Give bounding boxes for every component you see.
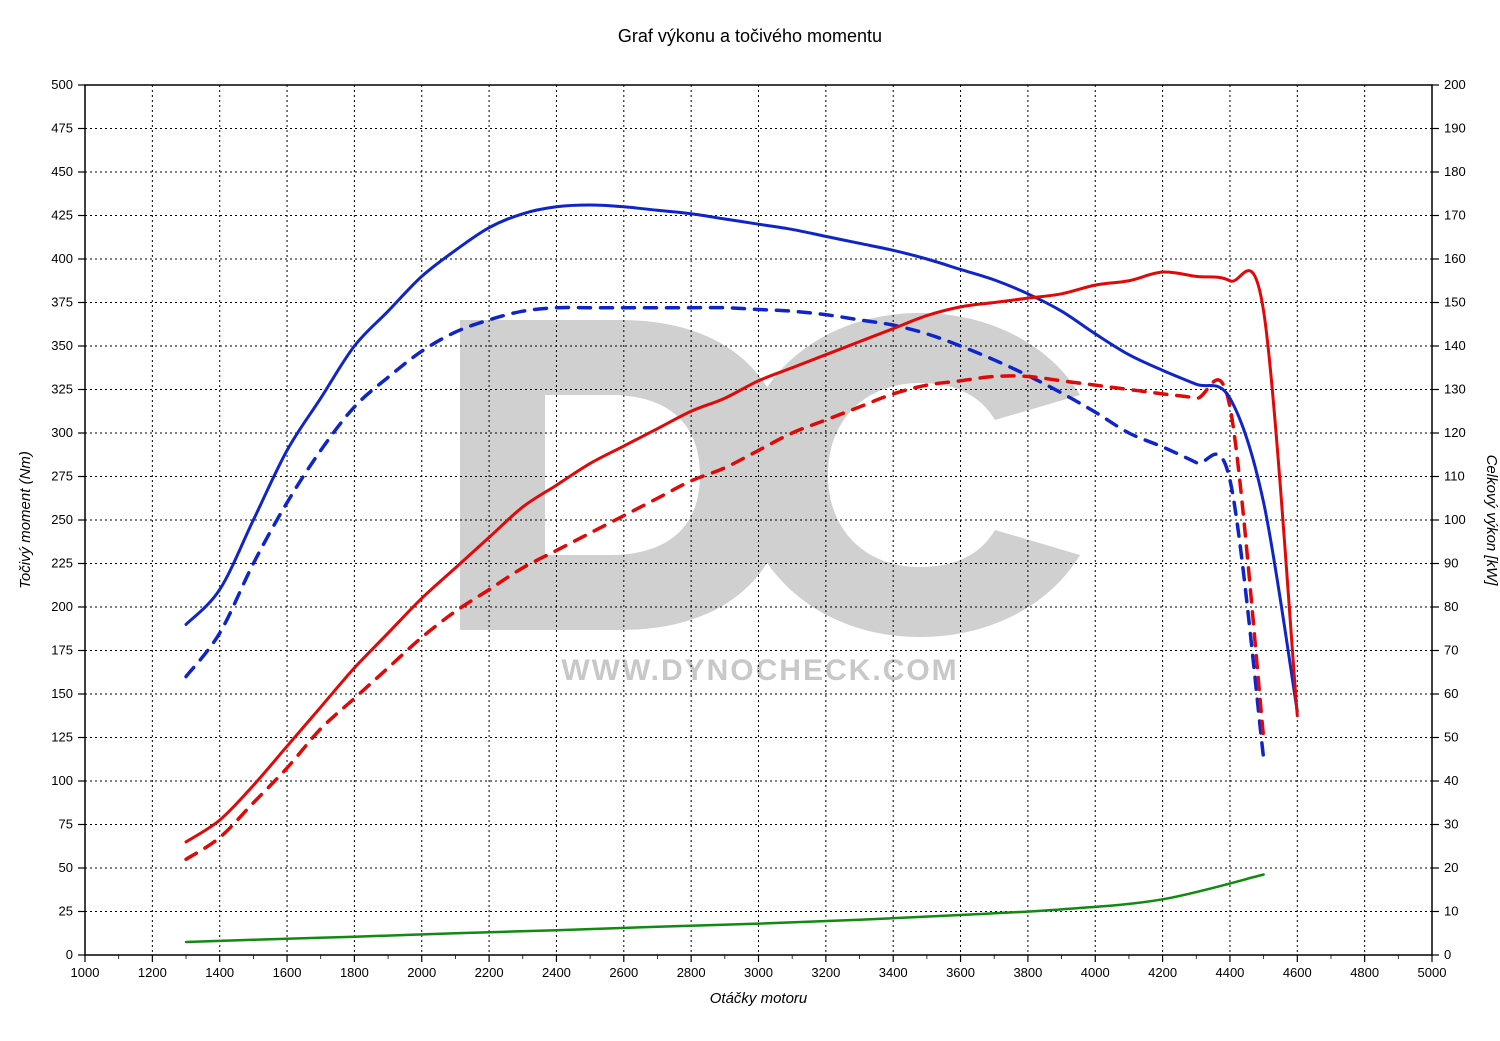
y-right-tick-label: 190 (1444, 121, 1466, 136)
x-tick-label: 5000 (1418, 965, 1447, 980)
y-right-tick-label: 70 (1444, 643, 1458, 658)
y-right-tick-label: 120 (1444, 425, 1466, 440)
x-tick-label: 3400 (879, 965, 908, 980)
x-tick-label: 4200 (1148, 965, 1177, 980)
x-tick-label: 2000 (407, 965, 436, 980)
x-tick-label: 4000 (1081, 965, 1110, 980)
y-right-tick-label: 10 (1444, 904, 1458, 919)
x-tick-label: 4600 (1283, 965, 1312, 980)
y-left-tick-label: 450 (51, 164, 73, 179)
y-right-tick-label: 140 (1444, 338, 1466, 353)
dyno-chart: Graf výkonu a točivého momentu WWW.DYNOCH… (0, 0, 1500, 1041)
x-tick-label: 2800 (677, 965, 706, 980)
y-right-tick-label: 180 (1444, 164, 1466, 179)
x-tick-label: 4400 (1215, 965, 1244, 980)
y-right-tick-label: 200 (1444, 77, 1466, 92)
y-right-tick-label: 90 (1444, 556, 1458, 571)
y-right-tick-label: 100 (1444, 512, 1466, 527)
y-left-tick-label: 100 (51, 773, 73, 788)
chart-title: Graf výkonu a točivého momentu (618, 26, 882, 46)
x-axis-title: Otáčky motoru (710, 990, 808, 1007)
y-left-tick-label: 25 (59, 904, 73, 919)
y-left-tick-label: 400 (51, 251, 73, 266)
svg-text:WWW.DYNOCHECK.COM: WWW.DYNOCHECK.COM (561, 654, 958, 687)
x-tick-label: 1400 (205, 965, 234, 980)
y-left-tick-label: 425 (51, 208, 73, 223)
y-right-tick-label: 80 (1444, 599, 1458, 614)
x-tick-label: 4800 (1350, 965, 1379, 980)
y-left-tick-label: 175 (51, 643, 73, 658)
y-right-tick-label: 130 (1444, 382, 1466, 397)
series-difference (186, 875, 1264, 942)
x-tick-label: 2200 (475, 965, 504, 980)
x-tick-label: 2600 (609, 965, 638, 980)
x-tick-label: 1600 (273, 965, 302, 980)
x-tick-label: 3600 (946, 965, 975, 980)
y-right-tick-label: 20 (1444, 860, 1458, 875)
y-left-tick-label: 150 (51, 686, 73, 701)
x-tick-label: 1000 (71, 965, 100, 980)
y-left-tick-label: 350 (51, 338, 73, 353)
y-left-tick-label: 50 (59, 860, 73, 875)
y-left-tick-label: 300 (51, 425, 73, 440)
y-right-tick-label: 0 (1444, 947, 1451, 962)
y-right-tick-label: 110 (1444, 469, 1465, 484)
y-right-tick-label: 50 (1444, 730, 1458, 745)
y-left-axis-title: Točivý moment (Nm) (17, 451, 34, 589)
y-left-tick-label: 275 (51, 469, 73, 484)
y-left-tick-label: 75 (59, 817, 73, 832)
x-tick-label: 3800 (1013, 965, 1042, 980)
y-left-tick-label: 0 (66, 947, 73, 962)
y-right-tick-label: 60 (1444, 686, 1458, 701)
y-left-tick-label: 500 (51, 77, 73, 92)
x-tick-label: 1200 (138, 965, 167, 980)
x-tick-label: 3200 (811, 965, 840, 980)
y-right-tick-label: 170 (1444, 208, 1466, 223)
watermark: WWW.DYNOCHECK.COM (460, 313, 1080, 687)
y-right-tick-label: 30 (1444, 817, 1458, 832)
y-left-tick-label: 250 (51, 512, 73, 527)
x-tick-label: 3000 (744, 965, 773, 980)
y-left-tick-label: 325 (51, 382, 73, 397)
y-right-tick-label: 160 (1444, 251, 1466, 266)
y-left-tick-label: 375 (51, 295, 73, 310)
y-left-tick-label: 225 (51, 556, 73, 571)
x-tick-label: 2400 (542, 965, 571, 980)
y-right-tick-label: 150 (1444, 295, 1466, 310)
y-left-tick-label: 125 (51, 730, 73, 745)
x-tick-label: 1800 (340, 965, 369, 980)
y-right-axis-title: Celkový výkon [kW] (1483, 455, 1500, 587)
y-right-tick-label: 40 (1444, 773, 1458, 788)
y-left-tick-label: 200 (51, 599, 73, 614)
y-left-tick-label: 475 (51, 121, 73, 136)
